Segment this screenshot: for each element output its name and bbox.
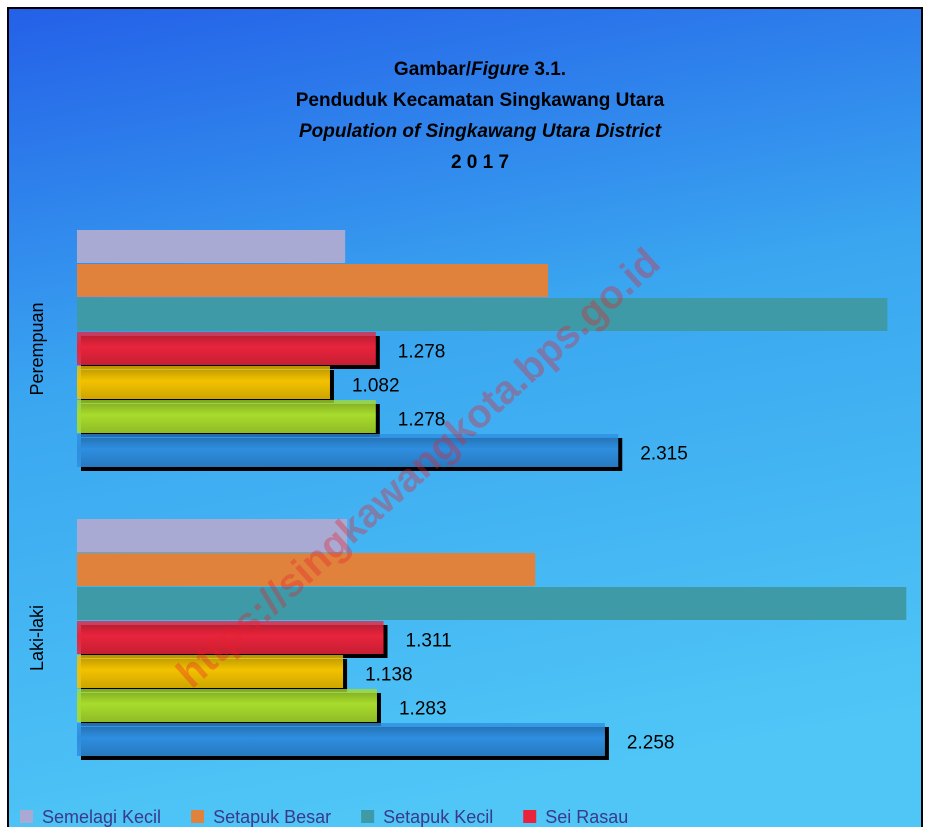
data-label: 1.278	[398, 342, 446, 363]
legend-swatch	[191, 810, 205, 823]
bar	[77, 264, 549, 297]
bar	[77, 621, 384, 654]
bar	[77, 434, 619, 467]
bar	[77, 332, 376, 365]
title-part: Figure	[471, 59, 529, 80]
legend-swatch	[361, 810, 375, 823]
data-label: 1.082	[352, 376, 400, 397]
chart-year: 2 0 1 7	[451, 152, 509, 173]
chart-title: Gambar/Figure 3.1.	[394, 59, 566, 80]
legend-label: Semelagi Kecil	[42, 807, 161, 827]
bar	[77, 689, 377, 722]
data-label: 2.258	[627, 733, 675, 754]
data-label: 1.138	[365, 665, 413, 686]
data-label: 2.315	[640, 444, 688, 465]
bar	[77, 519, 348, 552]
title-part: 3.1.	[529, 59, 566, 80]
data-label: 1.278	[398, 410, 446, 431]
legend-label: Setapuk Kecil	[383, 807, 493, 827]
bar	[77, 230, 346, 263]
bar	[77, 723, 605, 756]
title-part: Gambar/	[394, 59, 472, 80]
legend-swatch	[20, 810, 33, 823]
legend-label: Sei Rasau	[545, 807, 628, 827]
chart-subtitle: Population of Singkawang Utara District	[299, 121, 662, 142]
bar	[77, 587, 907, 620]
category-label: Perempuan	[27, 302, 47, 395]
bar	[77, 655, 344, 688]
bar	[77, 366, 330, 399]
chart-title: Penduduk Kecamatan Singkawang Utara	[296, 90, 665, 111]
category-label: Laki-laki	[27, 605, 47, 671]
data-label: 1.311	[406, 631, 452, 652]
bar	[77, 400, 376, 433]
legend-swatch	[523, 810, 537, 823]
legend-label: Setapuk Besar	[213, 807, 331, 827]
bar	[77, 298, 888, 331]
data-label: 1.283	[399, 699, 447, 720]
bar	[77, 553, 536, 586]
